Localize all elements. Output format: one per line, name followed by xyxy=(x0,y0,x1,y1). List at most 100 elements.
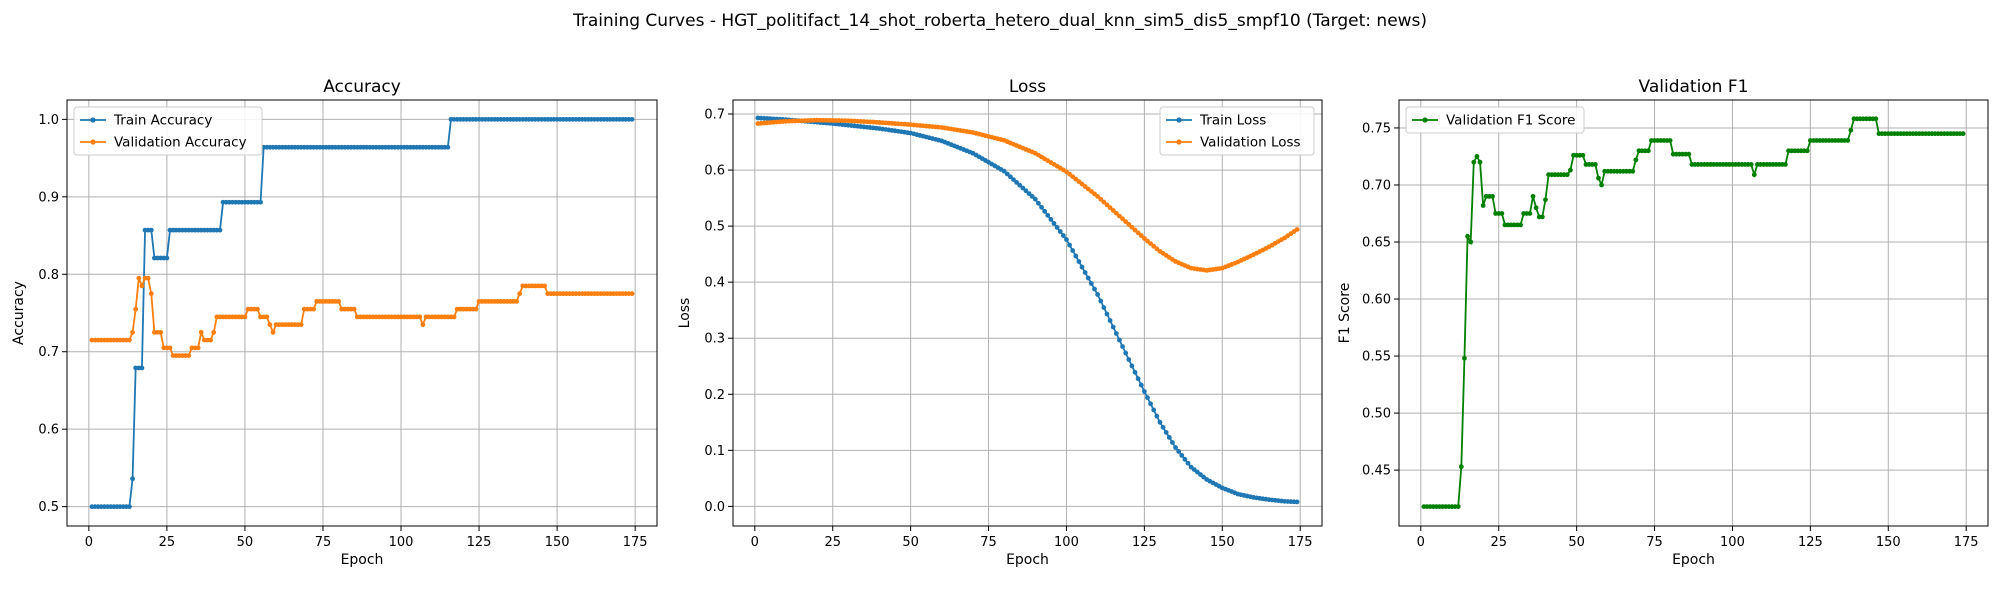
data-point xyxy=(211,329,217,335)
data-point xyxy=(1138,233,1144,239)
data-point xyxy=(1126,222,1132,227)
legend: Validation F1 Score xyxy=(1405,106,1585,134)
series-validation-loss xyxy=(755,117,1300,273)
y-axis-label: Accuracy xyxy=(11,281,27,345)
x-tick-label: 125 xyxy=(1132,535,1157,550)
data-point xyxy=(417,314,423,320)
y-tick-label: 0.7 xyxy=(38,345,59,360)
subplot-title: Loss xyxy=(1009,77,1046,97)
data-point xyxy=(1543,197,1548,203)
data-point xyxy=(336,298,341,304)
y-tick-label: 0.7 xyxy=(704,108,725,123)
data-point xyxy=(1135,376,1141,382)
data-point xyxy=(1088,281,1094,286)
data-point xyxy=(1533,205,1539,211)
axes-frame xyxy=(1398,99,1989,527)
x-tick-label: 50 xyxy=(902,535,919,550)
data-point xyxy=(1151,407,1157,413)
data-point xyxy=(1580,152,1586,158)
data-point xyxy=(1004,171,1010,177)
y-axis-label: Loss xyxy=(677,298,693,329)
data-point xyxy=(1132,369,1138,375)
data-point xyxy=(1082,270,1088,275)
data-point xyxy=(1057,229,1063,234)
data-point xyxy=(1054,225,1060,230)
y-tick-label: 0.70 xyxy=(1362,178,1391,193)
x-tick-label: 125 xyxy=(1798,535,1823,550)
x-tick-label: 0 xyxy=(85,535,93,550)
y-tick-label: 0.2 xyxy=(704,388,725,403)
data-point xyxy=(139,365,145,371)
legend: Train Loss Validation Loss xyxy=(1159,106,1315,156)
data-point xyxy=(1154,413,1160,419)
subplot-title: Validation F1 xyxy=(1639,77,1749,97)
legend-swatch-marker xyxy=(90,117,96,123)
data-point xyxy=(1095,194,1101,199)
x-tick-label: 0 xyxy=(751,535,759,550)
data-point xyxy=(270,329,276,335)
data-point xyxy=(127,337,132,343)
data-point xyxy=(267,322,273,328)
data-point xyxy=(1117,337,1122,343)
data-point xyxy=(1107,318,1113,323)
figure-suptitle: Training Curves - HGT_politifact_14_shot… xyxy=(572,11,1427,31)
y-tick-label: 0.0 xyxy=(704,500,725,515)
data-point xyxy=(311,306,317,312)
data-point xyxy=(1123,350,1129,356)
data-point xyxy=(258,199,263,205)
data-point xyxy=(139,283,145,289)
data-point xyxy=(130,329,135,335)
x-tick-label: 125 xyxy=(467,535,492,550)
data-point xyxy=(517,291,523,297)
data-point xyxy=(1132,227,1138,233)
data-point xyxy=(1873,116,1879,122)
legend-entry-label: Validation F1 Score xyxy=(1446,113,1575,129)
data-point xyxy=(195,345,201,351)
data-point xyxy=(1960,131,1966,137)
data-point xyxy=(1804,148,1810,154)
data-point xyxy=(1141,389,1147,394)
data-point xyxy=(1166,435,1172,440)
x-tick-label: 25 xyxy=(824,535,841,550)
data-point xyxy=(1048,216,1054,222)
data-point xyxy=(629,116,635,122)
subplots-container: 0 25 50 75 100 125 150 175 0.5 0.6 0.7 0.8 0.9 1.0 Acc… xyxy=(11,77,1989,568)
data-point xyxy=(629,291,635,297)
legend-entry-label: Train Loss xyxy=(1199,113,1266,129)
data-point xyxy=(167,345,173,351)
data-point xyxy=(1518,222,1523,228)
data-point xyxy=(1633,157,1639,163)
data-point xyxy=(255,306,260,312)
data-point xyxy=(1527,211,1533,216)
data-point xyxy=(1060,233,1066,238)
data-point xyxy=(1129,363,1135,369)
data-point xyxy=(1845,138,1851,143)
y-tick-label: 0.6 xyxy=(38,423,59,438)
x-tick-label: 50 xyxy=(237,535,254,550)
data-point xyxy=(145,275,151,281)
y-tick-label: 0.3 xyxy=(704,332,725,347)
data-point xyxy=(1064,237,1069,242)
y-tick-label: 0.5 xyxy=(704,220,725,235)
legend-swatch-marker xyxy=(90,139,96,145)
y-tick-label: 0.45 xyxy=(1362,464,1391,479)
data-point xyxy=(1007,174,1013,180)
legend-entry-label: Train Accuracy xyxy=(113,113,212,129)
data-point xyxy=(1110,324,1116,330)
data-point xyxy=(1113,210,1119,216)
legend-box xyxy=(73,106,263,156)
data-point xyxy=(1173,445,1178,450)
data-point xyxy=(1042,208,1048,214)
data-point xyxy=(136,275,142,281)
x-tick-label: 75 xyxy=(980,535,997,550)
data-point xyxy=(148,227,154,233)
data-point xyxy=(1751,172,1757,178)
data-point xyxy=(1458,464,1464,470)
series-train-accuracy xyxy=(89,116,635,510)
y-tick-label: 0.5 xyxy=(38,500,59,515)
data-point xyxy=(1073,253,1079,259)
x-tick-label: 150 xyxy=(545,535,570,550)
data-point xyxy=(1686,151,1692,157)
data-point xyxy=(1098,196,1104,202)
